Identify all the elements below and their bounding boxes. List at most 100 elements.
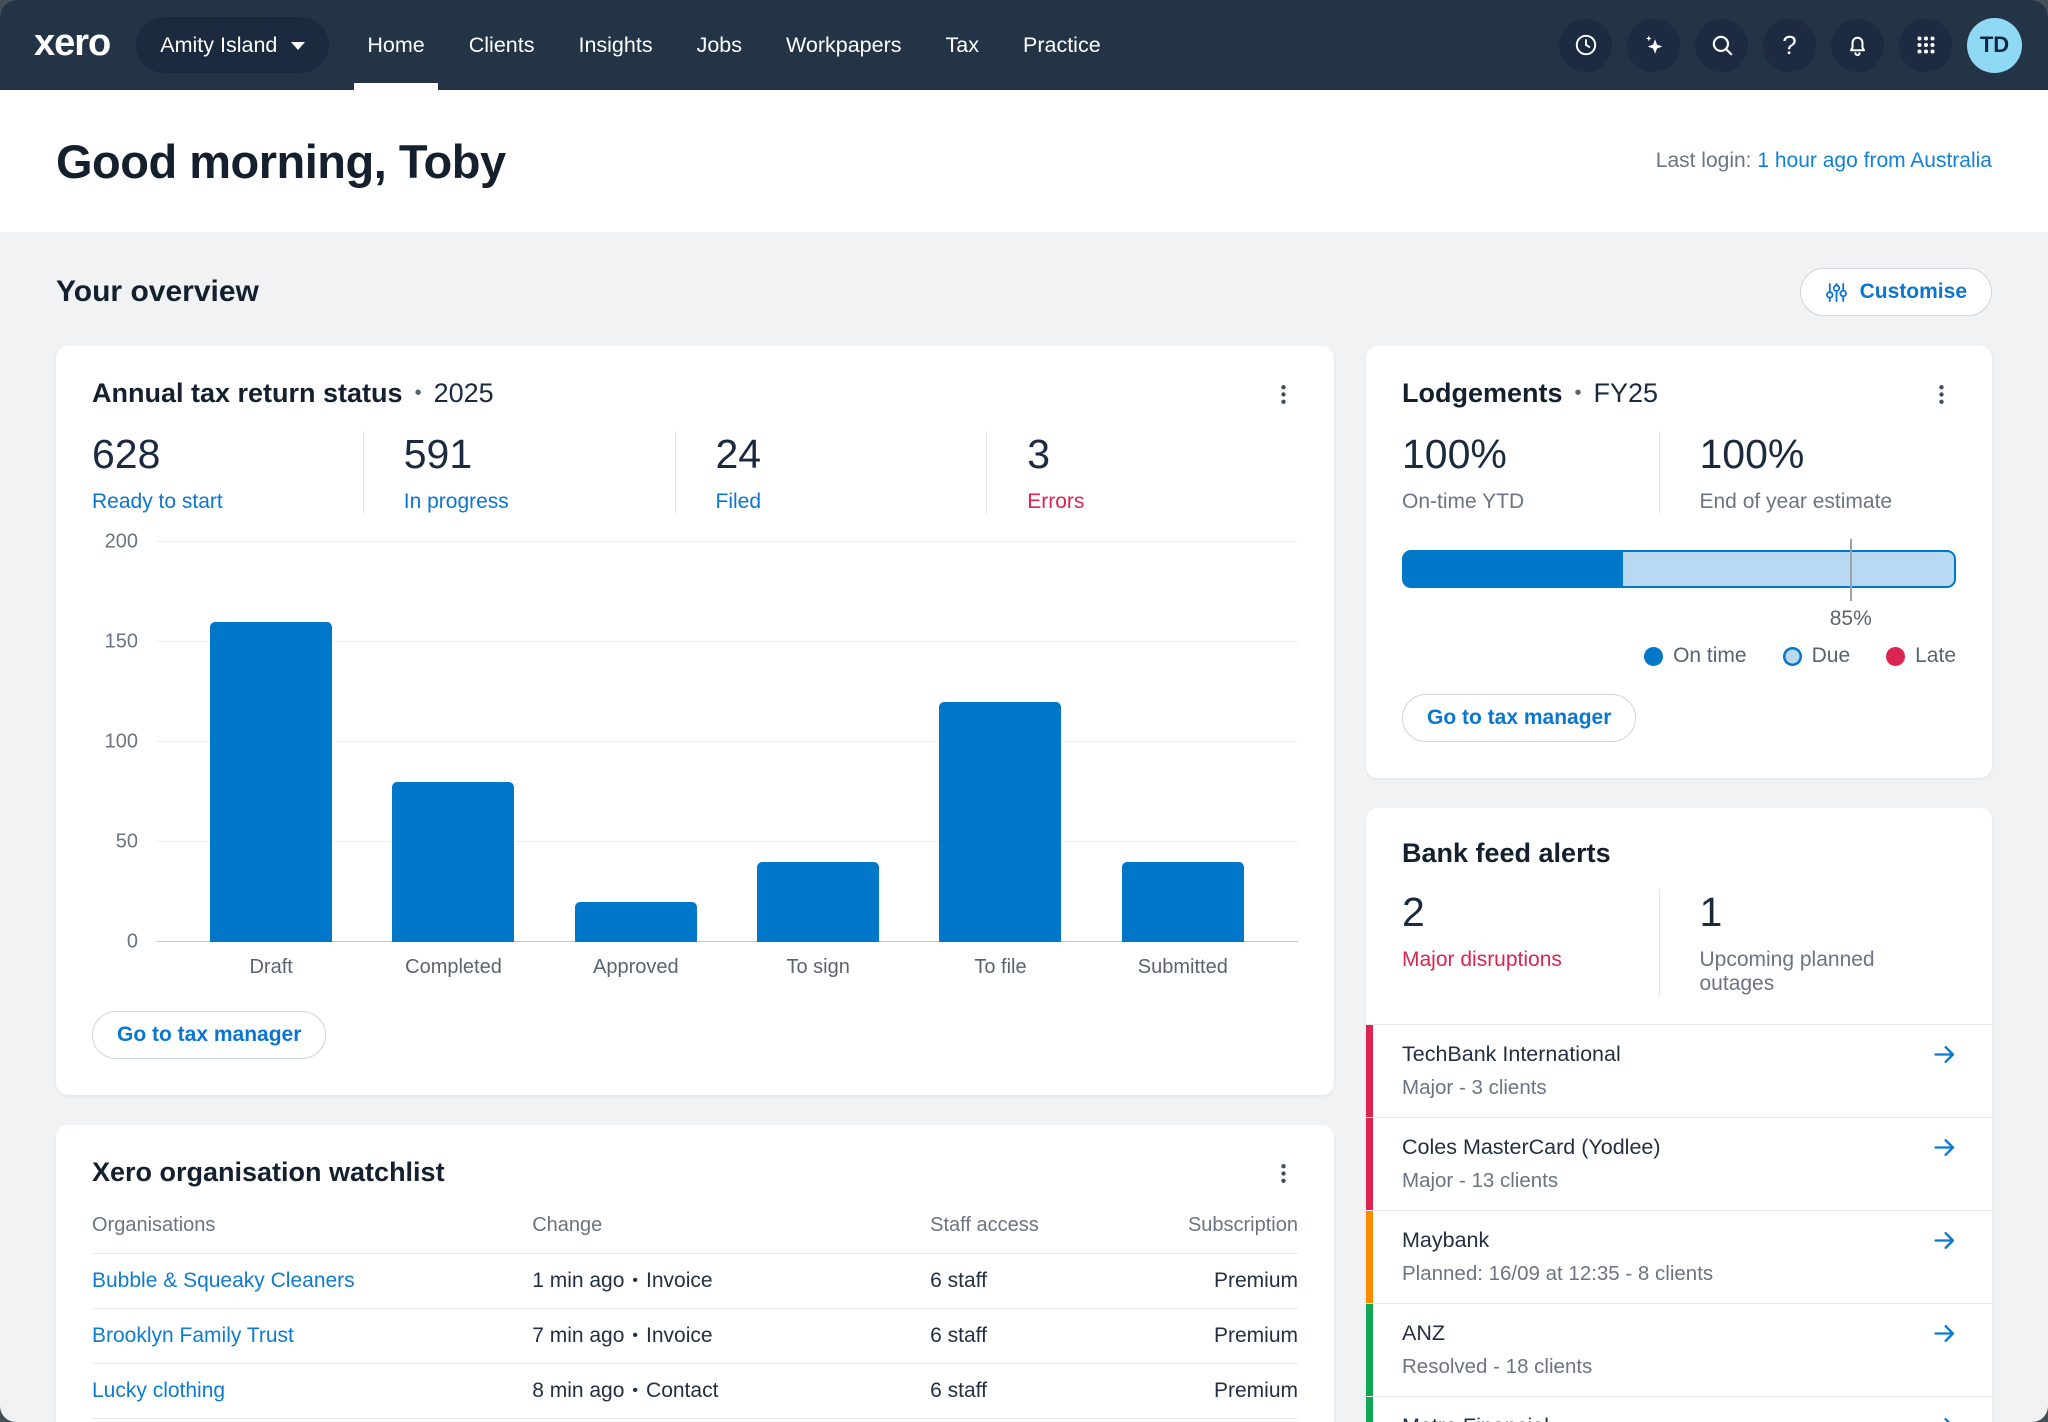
more-options-icon[interactable] bbox=[1269, 1157, 1298, 1190]
stat-label[interactable]: Filed bbox=[715, 490, 762, 513]
lodgements-progress: 85% bbox=[1402, 539, 1956, 630]
watchlist-header-row: Organisations Change Staff access Subscript… bbox=[92, 1214, 1298, 1254]
arrow-right-icon[interactable] bbox=[1931, 1227, 1958, 1254]
chevron-down-icon bbox=[291, 42, 306, 50]
apps-grid-icon[interactable] bbox=[1899, 18, 1952, 72]
table-row: Bubble & Squeaky Cleaners 1 min ago • Invoi… bbox=[92, 1254, 1298, 1309]
section-title: Your overview bbox=[56, 275, 259, 308]
alert-row-coles-mastercard-yodlee: Coles MasterCard (Yodlee) Major - 13 clie… bbox=[1366, 1117, 1992, 1210]
nav-item-practice[interactable]: Practice bbox=[1001, 0, 1123, 90]
severity-strip bbox=[1366, 1118, 1373, 1210]
bar-approved[interactable] bbox=[574, 902, 697, 942]
tax-return-stats: 628 Ready to start 591 In progress 24 Filed 3 E… bbox=[92, 431, 1298, 514]
organisation-link[interactable]: Bubble & Squeaky Cleaners bbox=[92, 1269, 355, 1292]
customise-button[interactable]: Customise bbox=[1799, 268, 1992, 316]
bank-feed-alerts-card: Bank feed alerts 2 Major disruptions 1 Upco… bbox=[1366, 808, 1992, 1422]
chart-x-axis: Draft Completed Approved To sign To file Subm… bbox=[156, 942, 1298, 979]
legend-due: Due bbox=[1782, 644, 1851, 668]
stat-upcoming-planned-outages: 1 Upcoming planned outages bbox=[1658, 889, 1957, 996]
x-axis-label-to-sign: To sign bbox=[786, 956, 850, 978]
bar-to-sign[interactable] bbox=[757, 862, 880, 942]
y-axis-tick: 200 bbox=[104, 530, 138, 553]
stat-ready-to-start: 628 Ready to start bbox=[92, 431, 363, 514]
stat-label[interactable]: Ready to start bbox=[92, 490, 223, 513]
lodgements-stats: 100% On-time YTD 100% End of year estimate bbox=[1402, 431, 1956, 514]
dot-separator: • bbox=[632, 1382, 639, 1399]
nav-item-insights[interactable]: Insights bbox=[556, 0, 674, 90]
card-period: FY25 bbox=[1593, 378, 1659, 408]
change-type: Invoice bbox=[646, 1269, 713, 1292]
staff-access-cell: 6 staff bbox=[930, 1269, 987, 1292]
customise-label: Customise bbox=[1859, 280, 1967, 303]
alert-name: ANZ bbox=[1402, 1321, 1445, 1345]
ai-assistant-icon[interactable] bbox=[1627, 18, 1680, 72]
gridline-200: 200 bbox=[105, 531, 1298, 553]
card-title-row: Lodgements • FY25 bbox=[1402, 378, 1658, 409]
org-selector[interactable]: Amity Island bbox=[136, 17, 330, 73]
x-axis-label-completed: Completed bbox=[405, 956, 502, 978]
bar-draft[interactable] bbox=[210, 622, 333, 942]
alert-detail: Planned: 16/09 at 12:35 - 8 clients bbox=[1402, 1262, 1714, 1285]
staff-access-cell: 6 staff bbox=[930, 1324, 987, 1347]
dot-separator: • bbox=[414, 382, 422, 404]
help-icon[interactable]: ? bbox=[1763, 18, 1816, 72]
notifications-icon[interactable] bbox=[1831, 18, 1884, 72]
nav-item-home[interactable]: Home bbox=[345, 0, 446, 90]
card-title-row: Xero organisation watchlist bbox=[92, 1157, 445, 1188]
legend-label: Due bbox=[1811, 644, 1851, 667]
stat-on-time-ytd: 100% On-time YTD bbox=[1402, 431, 1659, 514]
tax-return-bar-chart: 0 50 100 150 200 Draft Completed Approved To si… bbox=[92, 531, 1298, 979]
arrow-right-icon[interactable] bbox=[1931, 1413, 1958, 1422]
change-type: Invoice bbox=[646, 1324, 713, 1347]
alert-detail: Major - 13 clients bbox=[1402, 1169, 1559, 1192]
alert-row-metro-financial: Metro FinancialResolved - 7 clients bbox=[1366, 1396, 1992, 1422]
stat-value: 100% bbox=[1699, 431, 1805, 477]
y-axis-tick: 0 bbox=[126, 930, 138, 953]
bar-to-file[interactable] bbox=[939, 702, 1062, 942]
nav-item-clients[interactable]: Clients bbox=[447, 0, 557, 90]
go-to-tax-manager-button[interactable]: Go to tax manager bbox=[1402, 694, 1637, 742]
y-axis-tick: 150 bbox=[104, 630, 138, 653]
legend-on-time: On time bbox=[1644, 644, 1747, 668]
legend-dot-icon bbox=[1782, 646, 1802, 666]
x-axis-label-submitted: Submitted bbox=[1137, 956, 1228, 978]
greeting-header: Good morning, Toby Last login: 1 hour ag… bbox=[0, 90, 2048, 232]
bar-submitted[interactable] bbox=[1121, 862, 1244, 942]
arrow-right-icon[interactable] bbox=[1931, 1041, 1958, 1068]
stat-errors: 3 Errors bbox=[986, 431, 1298, 514]
nav-item-workpapers[interactable]: Workpapers bbox=[764, 0, 924, 90]
lodgements-legend: On time Due Late bbox=[1402, 644, 1956, 668]
x-axis-label-draft: Draft bbox=[249, 956, 293, 978]
card-title: Annual tax return status bbox=[92, 378, 403, 408]
page-title: Good morning, Toby bbox=[56, 134, 506, 188]
organisation-cell: Brooklyn Family Trust bbox=[92, 1324, 532, 1348]
arrow-right-icon[interactable] bbox=[1931, 1134, 1958, 1161]
history-icon[interactable] bbox=[1559, 18, 1612, 72]
legend-dot-icon bbox=[1644, 646, 1664, 666]
nav-item-tax[interactable]: Tax bbox=[924, 0, 1001, 90]
organisation-link[interactable]: Lucky clothing bbox=[92, 1379, 226, 1402]
bar-completed[interactable] bbox=[392, 782, 515, 942]
stat-value: 628 bbox=[92, 431, 161, 477]
progress-fill-on-time bbox=[1403, 551, 1623, 587]
organisation-cell: Bubble & Squeaky Cleaners bbox=[92, 1269, 532, 1293]
stat-value: 1 bbox=[1699, 889, 1723, 935]
stat-label[interactable]: In progress bbox=[403, 490, 509, 513]
card-title: Lodgements bbox=[1402, 378, 1563, 408]
last-login-link[interactable]: 1 hour ago from Australia bbox=[1757, 149, 1992, 172]
change-cell: 7 min ago • Invoice bbox=[532, 1324, 930, 1348]
legend-late: Late bbox=[1886, 644, 1956, 668]
subscription-cell: Premium bbox=[1213, 1379, 1298, 1402]
search-icon[interactable] bbox=[1695, 18, 1748, 72]
more-options-icon[interactable] bbox=[1269, 378, 1298, 411]
avatar[interactable]: TD bbox=[1967, 17, 2022, 73]
nav-item-jobs[interactable]: Jobs bbox=[675, 0, 764, 90]
card-title: Xero organisation watchlist bbox=[92, 1157, 445, 1187]
arrow-right-icon[interactable] bbox=[1931, 1320, 1958, 1347]
last-login-label: Last login: bbox=[1655, 149, 1752, 172]
change-time: 1 min ago bbox=[532, 1269, 625, 1292]
more-options-icon[interactable] bbox=[1927, 378, 1956, 411]
estimate-marker bbox=[1849, 539, 1852, 601]
go-to-tax-manager-button[interactable]: Go to tax manager bbox=[92, 1011, 327, 1059]
organisation-link[interactable]: Brooklyn Family Trust bbox=[92, 1324, 294, 1347]
